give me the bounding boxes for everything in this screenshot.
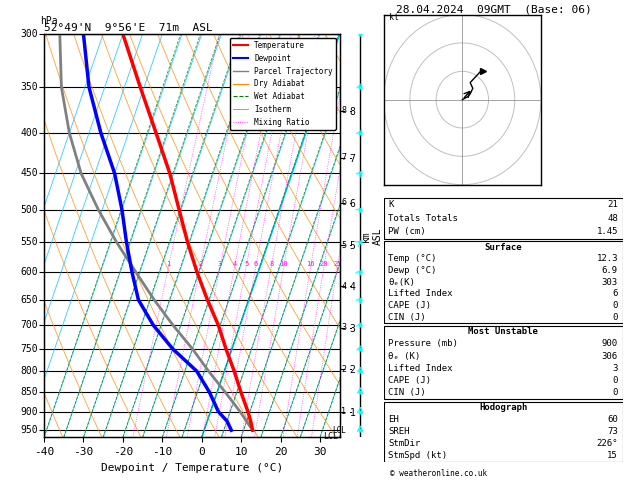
Text: 8: 8 bbox=[342, 106, 346, 115]
Text: 6: 6 bbox=[342, 198, 346, 207]
Text: 750: 750 bbox=[21, 344, 38, 354]
Text: hPa: hPa bbox=[40, 16, 58, 26]
Text: Lifted Index: Lifted Index bbox=[389, 289, 453, 298]
Text: 10: 10 bbox=[279, 260, 288, 266]
Text: 5: 5 bbox=[342, 241, 346, 250]
Text: 900: 900 bbox=[602, 340, 618, 348]
Text: 28.04.2024  09GMT  (Base: 06): 28.04.2024 09GMT (Base: 06) bbox=[396, 5, 592, 15]
Text: EH: EH bbox=[389, 416, 399, 424]
Bar bbox=[384, 198, 623, 239]
Text: Most Unstable: Most Unstable bbox=[468, 327, 538, 336]
Text: θₑ(K): θₑ(K) bbox=[389, 278, 415, 287]
Text: 300: 300 bbox=[21, 29, 38, 39]
Text: 7: 7 bbox=[342, 153, 346, 162]
Text: 1: 1 bbox=[342, 407, 346, 416]
Text: 2: 2 bbox=[198, 260, 203, 266]
Text: 3: 3 bbox=[342, 323, 346, 332]
Text: 800: 800 bbox=[21, 366, 38, 376]
Text: 73: 73 bbox=[607, 427, 618, 436]
Text: 1: 1 bbox=[167, 260, 170, 266]
Text: CAPE (J): CAPE (J) bbox=[389, 376, 431, 385]
Text: K: K bbox=[389, 200, 394, 209]
Text: 21: 21 bbox=[607, 200, 618, 209]
Text: 3: 3 bbox=[613, 364, 618, 373]
Text: Totals Totals: Totals Totals bbox=[389, 214, 459, 223]
Text: 6: 6 bbox=[253, 260, 258, 266]
Text: θₑ (K): θₑ (K) bbox=[389, 352, 421, 361]
Text: 15: 15 bbox=[607, 451, 618, 460]
Text: StmDir: StmDir bbox=[389, 439, 421, 448]
Text: PW (cm): PW (cm) bbox=[389, 227, 426, 236]
Text: 850: 850 bbox=[21, 387, 38, 397]
Text: CIN (J): CIN (J) bbox=[389, 388, 426, 398]
Text: 2: 2 bbox=[342, 364, 346, 374]
Text: CIN (J): CIN (J) bbox=[389, 312, 426, 322]
Y-axis label: km
ASL: km ASL bbox=[361, 227, 382, 244]
Text: 306: 306 bbox=[602, 352, 618, 361]
Text: 1.45: 1.45 bbox=[596, 227, 618, 236]
Text: 8: 8 bbox=[269, 260, 274, 266]
Text: 20: 20 bbox=[320, 260, 328, 266]
Text: 350: 350 bbox=[21, 82, 38, 92]
Text: Surface: Surface bbox=[484, 243, 522, 252]
Text: 0: 0 bbox=[613, 301, 618, 310]
Text: Hodograph: Hodograph bbox=[479, 403, 527, 412]
Text: kt: kt bbox=[389, 13, 399, 22]
Text: 5: 5 bbox=[244, 260, 248, 266]
Text: Pressure (mb): Pressure (mb) bbox=[389, 340, 459, 348]
Text: 226°: 226° bbox=[596, 439, 618, 448]
Bar bbox=[384, 402, 623, 462]
Text: 25: 25 bbox=[333, 260, 342, 266]
Text: 950: 950 bbox=[21, 425, 38, 435]
Text: LCL: LCL bbox=[332, 426, 346, 435]
Text: 650: 650 bbox=[21, 295, 38, 305]
Text: 4: 4 bbox=[342, 282, 346, 291]
Bar bbox=[384, 241, 623, 323]
Text: 52°49'N  9°56'E  71m  ASL: 52°49'N 9°56'E 71m ASL bbox=[44, 23, 213, 33]
Text: 12.3: 12.3 bbox=[596, 254, 618, 263]
Text: 303: 303 bbox=[602, 278, 618, 287]
Text: 0: 0 bbox=[613, 388, 618, 398]
Text: StmSpd (kt): StmSpd (kt) bbox=[389, 451, 448, 460]
Text: 0: 0 bbox=[613, 376, 618, 385]
X-axis label: Dewpoint / Temperature (°C): Dewpoint / Temperature (°C) bbox=[101, 463, 283, 473]
Text: 900: 900 bbox=[21, 407, 38, 417]
Text: 550: 550 bbox=[21, 237, 38, 247]
Text: 3: 3 bbox=[218, 260, 222, 266]
Text: 16: 16 bbox=[306, 260, 315, 266]
Text: 500: 500 bbox=[21, 205, 38, 215]
Text: 6: 6 bbox=[613, 289, 618, 298]
Text: CAPE (J): CAPE (J) bbox=[389, 301, 431, 310]
Text: 400: 400 bbox=[21, 128, 38, 138]
Text: 48: 48 bbox=[607, 214, 618, 223]
Legend: Temperature, Dewpoint, Parcel Trajectory, Dry Adiabat, Wet Adiabat, Isotherm, Mi: Temperature, Dewpoint, Parcel Trajectory… bbox=[230, 38, 336, 130]
Text: LCL: LCL bbox=[323, 432, 338, 441]
Text: 4: 4 bbox=[233, 260, 237, 266]
Text: SREH: SREH bbox=[389, 427, 410, 436]
Text: Temp (°C): Temp (°C) bbox=[389, 254, 437, 263]
Text: 60: 60 bbox=[607, 416, 618, 424]
Text: Lifted Index: Lifted Index bbox=[389, 364, 453, 373]
Text: 600: 600 bbox=[21, 267, 38, 278]
Text: Dewp (°C): Dewp (°C) bbox=[389, 266, 437, 275]
Text: © weatheronline.co.uk: © weatheronline.co.uk bbox=[390, 469, 487, 478]
Text: 6.9: 6.9 bbox=[602, 266, 618, 275]
Bar bbox=[384, 326, 623, 399]
Text: 700: 700 bbox=[21, 320, 38, 330]
Text: 0: 0 bbox=[613, 312, 618, 322]
Text: 450: 450 bbox=[21, 168, 38, 178]
